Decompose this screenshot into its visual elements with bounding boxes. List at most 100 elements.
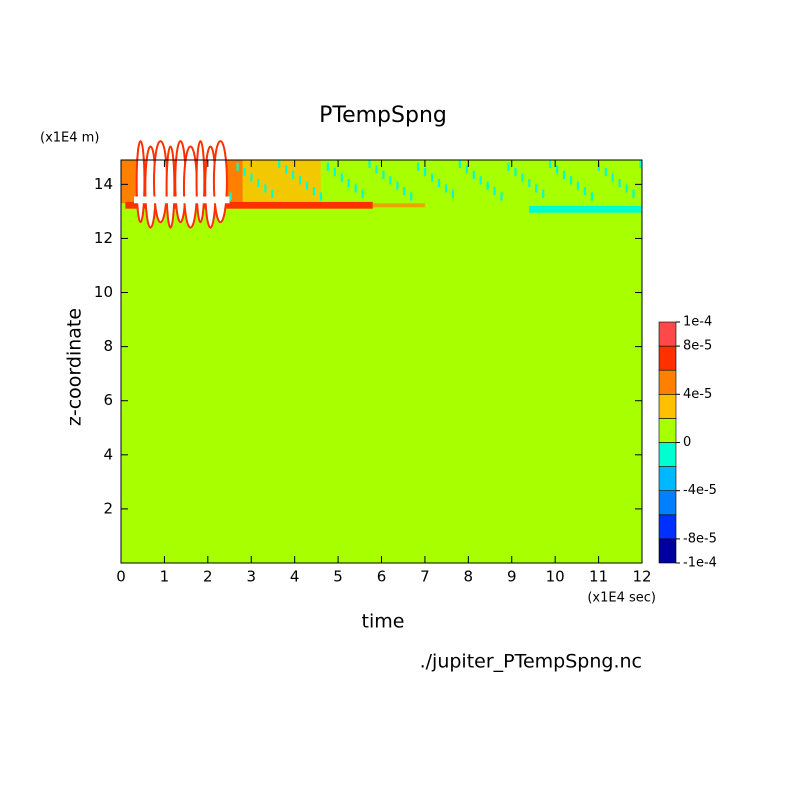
x-tick-label: 3: [246, 568, 256, 586]
contour-region: [486, 181, 489, 190]
colorbar-segment: [658, 490, 677, 516]
colorbar-segment: [658, 466, 677, 492]
contour-region: [271, 189, 274, 198]
contour-region: [152, 140, 169, 224]
contour-region: [236, 162, 239, 171]
x-tick-label: 1: [160, 568, 170, 586]
colorbar-tick-label: 1e-4: [683, 315, 712, 330]
contour-region: [424, 168, 427, 177]
contour-region: [556, 165, 559, 174]
contour-region: [493, 187, 496, 196]
y-tick-label: 8: [103, 337, 113, 355]
y-tick-label: 4: [103, 445, 113, 463]
contour-region: [372, 203, 425, 208]
contour-region: [549, 160, 552, 169]
colorbar-segment: [658, 538, 677, 564]
colorbar-tick-label: -8e-5: [683, 531, 717, 546]
contour-region: [292, 170, 295, 179]
contour-region: [528, 178, 531, 188]
y-tick-label: 6: [103, 391, 113, 409]
contour-region: [430, 173, 434, 182]
contour-region: [278, 160, 281, 169]
contour-region: [611, 173, 614, 182]
x-tick-label: 5: [333, 568, 343, 586]
contour-region: [319, 192, 323, 201]
x-tick-label: 0: [116, 568, 126, 586]
contour-region: [326, 162, 329, 171]
contour-region: [444, 184, 448, 193]
contour-region: [472, 170, 475, 179]
x-axis-label: time: [362, 611, 405, 633]
y-tick-label: 2: [103, 499, 113, 517]
contour-region: [305, 181, 309, 190]
x-tick-label: 6: [377, 568, 387, 586]
contour-region: [135, 140, 146, 224]
contour-region: [389, 176, 392, 185]
contour-region: [569, 176, 573, 185]
y-tick-label: 14: [94, 175, 113, 193]
contour-region: [403, 187, 406, 196]
contour-region: [618, 178, 621, 188]
contour-region: [479, 176, 482, 185]
x-tick-label: 10: [546, 568, 565, 586]
contour-region: [396, 181, 399, 190]
colorbar-segment: [658, 442, 677, 467]
contour-region: [250, 173, 253, 182]
contour-region: [632, 189, 635, 198]
contour-field: [121, 160, 642, 563]
y-tick-label: 12: [94, 229, 113, 247]
contour-region: [285, 165, 288, 174]
contour-region: [125, 201, 373, 209]
colorbar-tick-label: -4e-5: [683, 483, 717, 498]
contour-region: [182, 145, 198, 229]
contour-region: [576, 181, 580, 190]
footnote: ./jupiter_PTempSpng.nc: [420, 651, 642, 673]
contour-region: [514, 168, 517, 177]
y-unit: (x1E4 m): [40, 131, 99, 146]
contour-region: [368, 160, 371, 169]
contour-region: [312, 187, 316, 196]
colorbar-segment: [658, 514, 677, 540]
y-tick-label: 10: [94, 283, 113, 301]
contour-region: [437, 178, 441, 188]
contour-region: [625, 184, 628, 193]
x-tick-label: 9: [507, 568, 517, 586]
contour-region: [382, 170, 385, 179]
contour-region: [458, 160, 461, 169]
colorbar-segment: [658, 345, 677, 371]
contour-region: [604, 168, 607, 177]
colorbar-tick-label: -1e-4: [683, 556, 717, 571]
contour-region: [521, 173, 524, 182]
contour-region: [375, 165, 378, 174]
contour-region: [590, 192, 593, 201]
contour-region: [535, 184, 538, 193]
contour-region: [583, 187, 586, 196]
contour-region: [165, 145, 176, 229]
contour-region: [410, 192, 413, 201]
colorbar-segment: [658, 418, 677, 443]
contour-region: [529, 205, 642, 213]
y-axis-label: z-coordinate: [64, 308, 86, 426]
colorbar-segment: [658, 321, 677, 347]
contour-region: [340, 173, 343, 182]
chart-title: PTempSpng: [319, 103, 447, 128]
contour-region: [264, 184, 267, 193]
contour-region: [243, 168, 246, 177]
x-tick-label: 11: [589, 568, 608, 586]
contour-region: [229, 192, 232, 201]
colorbar-tick-label: 4e-5: [683, 387, 712, 402]
colorbar-segment: [658, 369, 677, 395]
contour-region: [347, 178, 350, 188]
contour-region: [354, 184, 357, 193]
x-tick-label: 7: [420, 568, 430, 586]
contour-region: [542, 189, 545, 198]
contour-region: [417, 162, 420, 171]
contour-region: [299, 176, 302, 185]
contour-region: [195, 140, 206, 224]
contour-region: [500, 192, 503, 201]
contour-region: [639, 160, 642, 169]
colorbar-segment: [658, 393, 677, 419]
x-unit: (x1E4 sec): [587, 591, 656, 606]
colorbar-tick-label: 0: [683, 435, 691, 450]
